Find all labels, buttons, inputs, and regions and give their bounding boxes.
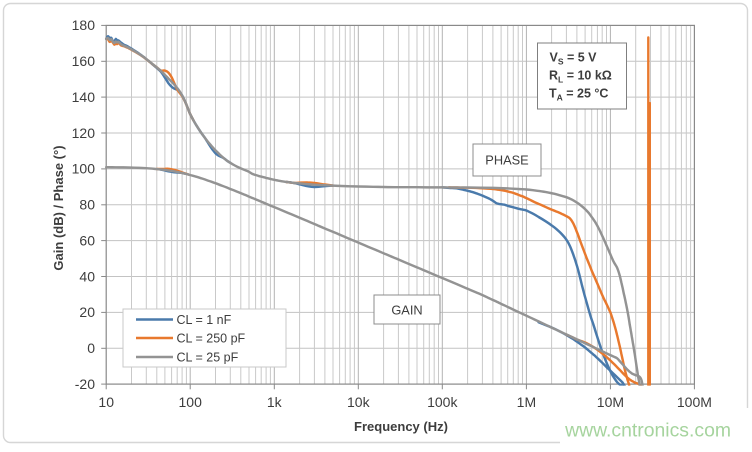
svg-text:CL = 25 pF: CL = 25 pF bbox=[177, 350, 239, 364]
svg-text:-20: -20 bbox=[75, 376, 95, 392]
svg-text:10M: 10M bbox=[597, 394, 624, 410]
svg-text:10k: 10k bbox=[347, 394, 371, 410]
svg-text:1k: 1k bbox=[267, 394, 283, 410]
svg-text:RL = 10 kΩ: RL = 10 kΩ bbox=[549, 69, 612, 85]
svg-text:1M: 1M bbox=[517, 394, 536, 410]
svg-text:100M: 100M bbox=[677, 394, 712, 410]
svg-text:VS = 5 V: VS = 5 V bbox=[550, 51, 598, 67]
svg-text:20: 20 bbox=[79, 304, 95, 320]
svg-text:40: 40 bbox=[79, 268, 95, 284]
svg-text:160: 160 bbox=[72, 53, 96, 69]
svg-text:Frequency (Hz): Frequency (Hz) bbox=[354, 419, 448, 434]
svg-text:100k: 100k bbox=[427, 394, 458, 410]
svg-text:60: 60 bbox=[79, 232, 95, 248]
svg-text:10: 10 bbox=[98, 394, 114, 410]
svg-text:TA = 25 °C: TA = 25 °C bbox=[549, 87, 608, 103]
svg-text:CL = 250 pF: CL = 250 pF bbox=[177, 331, 246, 345]
svg-text:120: 120 bbox=[72, 125, 96, 141]
svg-text:100: 100 bbox=[72, 161, 96, 177]
svg-text:PHASE: PHASE bbox=[485, 153, 528, 168]
svg-text:140: 140 bbox=[72, 89, 96, 105]
svg-text:Gain (dB) / Phase (°): Gain (dB) / Phase (°) bbox=[51, 145, 66, 270]
svg-text:100: 100 bbox=[179, 394, 203, 410]
svg-text:180: 180 bbox=[72, 17, 96, 33]
svg-text:GAIN: GAIN bbox=[391, 302, 422, 317]
svg-text:0: 0 bbox=[87, 340, 95, 356]
svg-text:80: 80 bbox=[79, 197, 95, 213]
svg-text:www.cntronics.com: www.cntronics.com bbox=[564, 420, 731, 442]
svg-text:CL = 1 nF: CL = 1 nF bbox=[177, 313, 232, 327]
